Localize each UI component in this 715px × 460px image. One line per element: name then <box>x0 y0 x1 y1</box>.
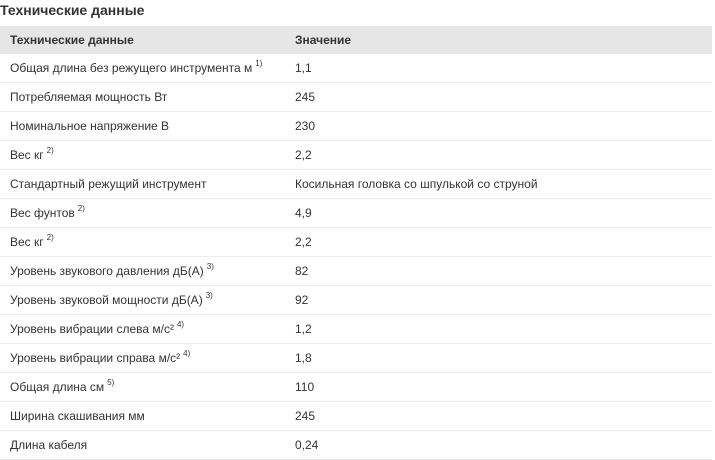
row-label: Общая длина без режущего инструмента м <box>10 61 253 75</box>
row-value: 1,1 <box>285 54 712 83</box>
row-label-cell: Вес кг 2) <box>0 140 285 170</box>
row-label: Общая длина см <box>10 380 105 394</box>
table-row: Уровень звуковой мощности дБ(А) 3) 92 <box>0 285 712 315</box>
footnote-marker: 4) <box>183 349 191 358</box>
footnote-marker: 2) <box>46 233 54 242</box>
table-row: Уровень вибрации справа м/с² 4) 1,8 <box>0 343 712 373</box>
row-label: Вес кг <box>10 235 44 249</box>
table-row: Уровень вибрации слева м/с² 4) 1,2 <box>0 314 712 344</box>
row-label: Уровень вибрации справа м/с² <box>10 351 181 365</box>
table-row: Длина кабеля 0,24 <box>0 430 712 460</box>
footnote-marker: 4) <box>176 320 185 329</box>
column-header-parameter: Технические данные <box>0 26 285 54</box>
table-header-row: Технические данные Значение <box>0 26 712 54</box>
row-label: Номинальное напряжение В <box>10 119 170 133</box>
row-label: Уровень звуковой мощности дБ(А) <box>10 293 203 307</box>
row-label: Ширина скашивания мм <box>10 409 145 423</box>
table-row: Вес кг 2) 2,2 <box>0 140 712 170</box>
row-value: 4,9 <box>285 198 712 228</box>
row-label-cell: Уровень вибрации справа м/с² 4) <box>0 343 285 373</box>
row-label-cell: Ширина скашивания мм <box>0 401 285 431</box>
row-value: 245 <box>285 82 712 112</box>
row-label: Уровень звукового давления дБ(А) <box>10 264 204 278</box>
row-value: 1,8 <box>285 343 712 373</box>
table-row: Общая длина без режущего инструмента м 1)… <box>0 54 712 83</box>
row-label-cell: Номинальное напряжение В <box>0 111 285 141</box>
footnote-marker: 2) <box>77 204 85 213</box>
row-value: 245 <box>285 401 712 431</box>
table-row: Вес кг 2) 2,2 <box>0 227 712 257</box>
row-label: Длина кабеля <box>10 438 88 452</box>
row-label: Стандартный режущий инструмент <box>10 177 207 191</box>
row-label: Потребляемая мощность Вт <box>10 90 168 104</box>
table-row: Ширина скашивания мм 245 <box>0 401 712 431</box>
footnote-marker: 1) <box>255 59 263 68</box>
footnote-marker: 5) <box>107 378 115 387</box>
row-value: 2,2 <box>285 227 712 257</box>
row-label-cell: Вес фунтов 2) <box>0 198 285 228</box>
row-label-cell: Вес кг 2) <box>0 227 285 257</box>
section-title: Технические данные <box>0 2 145 18</box>
row-value: 110 <box>285 372 712 402</box>
row-value: 2,2 <box>285 140 712 170</box>
row-value: 0,24 <box>285 430 712 460</box>
specs-table: Технические данные Значение Общая длина … <box>0 26 712 460</box>
row-label-cell: Потребляемая мощность Вт <box>0 82 285 112</box>
column-header-value: Значение <box>285 26 712 54</box>
row-label: Вес фунтов <box>10 206 75 220</box>
footnote-marker: 3) <box>206 262 214 271</box>
table-row: Общая длина см 5) 110 <box>0 372 712 402</box>
table-row: Вес фунтов 2) 4,9 <box>0 198 712 228</box>
row-label-cell: Уровень звуковой мощности дБ(А) 3) <box>0 285 285 315</box>
row-value: 1,2 <box>285 314 712 344</box>
row-label: Уровень вибрации слева м/с² <box>10 322 174 336</box>
row-label-cell: Уровень звукового давления дБ(А) 3) <box>0 256 285 286</box>
footnote-marker: 2) <box>46 146 54 155</box>
row-label: Вес кг <box>10 148 44 162</box>
table-row: Потребляемая мощность Вт 245 <box>0 82 712 112</box>
table-row: Номинальное напряжение В 230 <box>0 111 712 141</box>
row-value: 92 <box>285 285 712 315</box>
footnote-marker: 3) <box>205 291 213 300</box>
row-value: 230 <box>285 111 712 141</box>
row-label-cell: Общая длина см 5) <box>0 372 285 402</box>
table-row: Уровень звукового давления дБ(А) 3) 82 <box>0 256 712 286</box>
row-label-cell: Стандартный режущий инструмент <box>0 169 285 199</box>
row-label-cell: Общая длина без режущего инструмента м 1) <box>0 54 285 83</box>
row-value: 82 <box>285 256 712 286</box>
row-label-cell: Уровень вибрации слева м/с² 4) <box>0 314 285 344</box>
table-row: Стандартный режущий инструмент Косильная… <box>0 169 712 199</box>
row-label-cell: Длина кабеля <box>0 430 285 460</box>
row-value: Косильная головка со шпулькой со струной <box>285 169 712 199</box>
